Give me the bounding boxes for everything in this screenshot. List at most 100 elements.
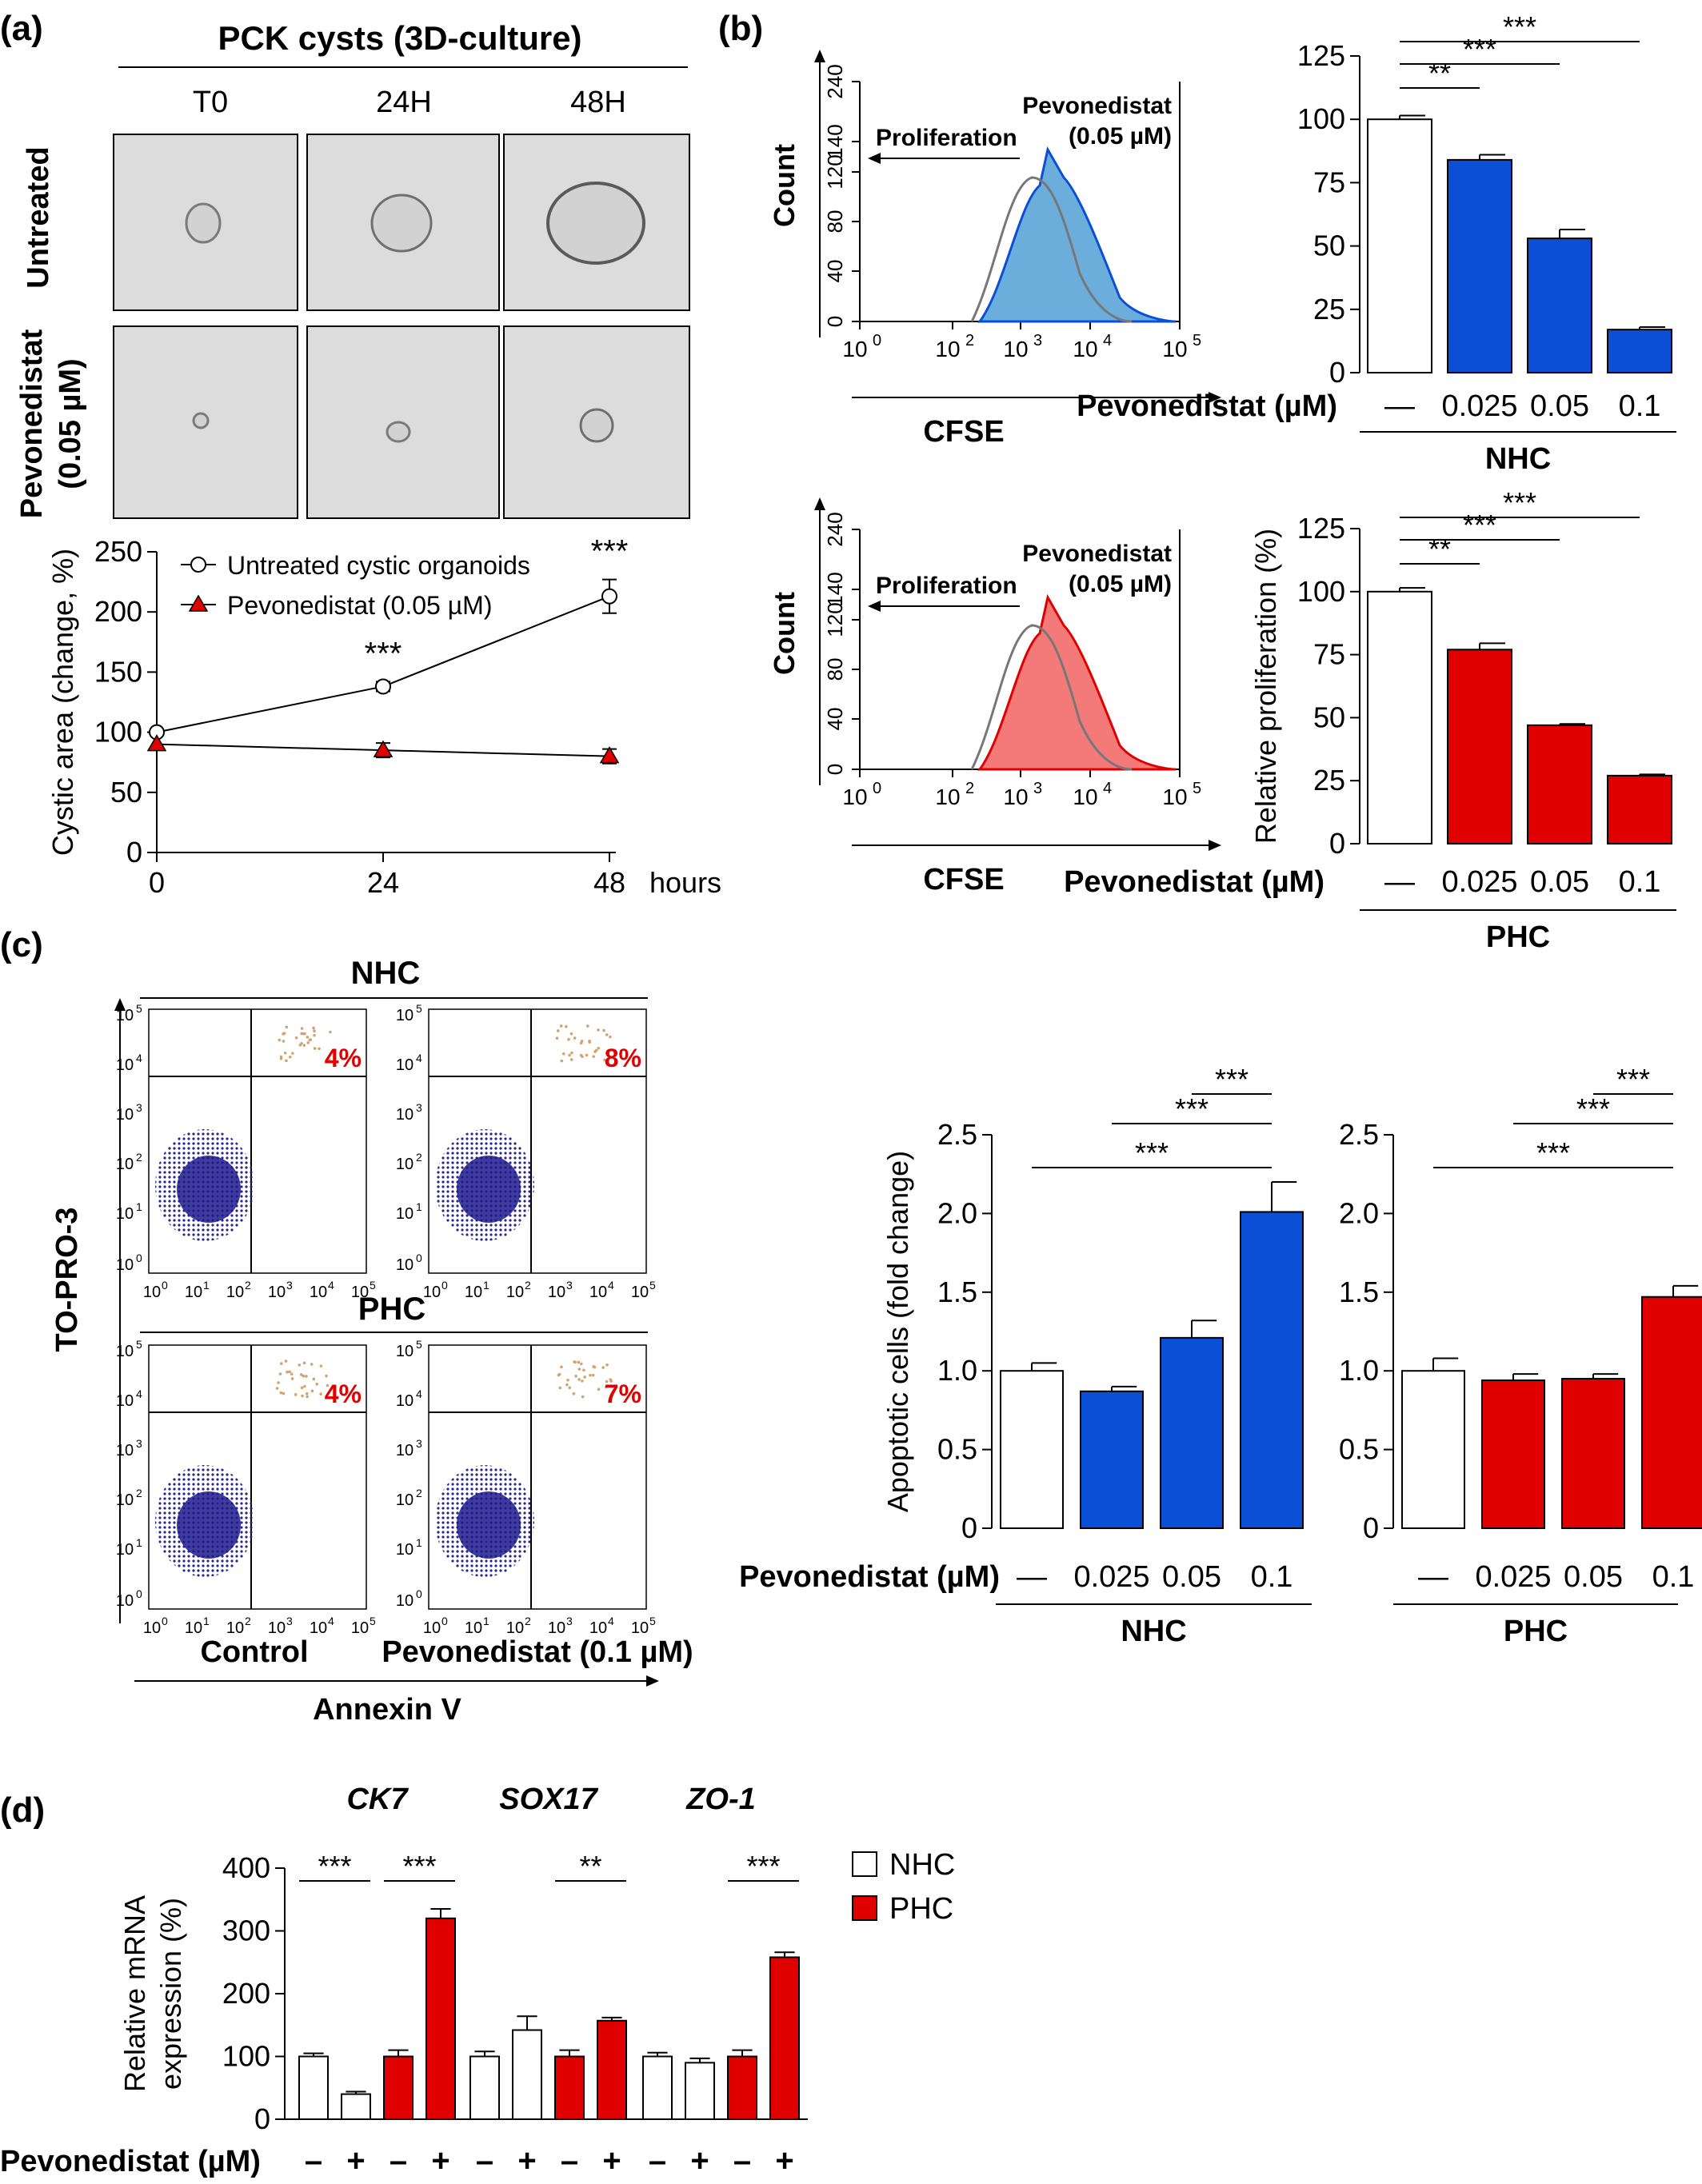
apoptotic-dot: [582, 1368, 585, 1372]
y-tick-label: 0: [823, 764, 847, 775]
y-tick-label: 75: [1313, 638, 1345, 671]
y-tick-exponent: 2: [416, 1487, 422, 1499]
apoptotic-dot: [303, 1384, 306, 1388]
bar: [1080, 1390, 1144, 1530]
bar: [298, 2055, 329, 2120]
y-tick-label: 25: [1313, 764, 1345, 797]
y-tick-label: 10: [116, 1442, 134, 1459]
bar: [1160, 1336, 1224, 1529]
x-tick-exponent: 0: [441, 1279, 448, 1292]
y-axis-label: Apoptotic cells (fold change): [881, 1151, 914, 1512]
y-tick-label: 1.0: [937, 1354, 977, 1387]
treatment-label: +: [690, 2143, 709, 2178]
y-tick-exponent: 2: [136, 1151, 142, 1164]
y-tick-label: 10: [396, 1442, 414, 1459]
x-tick-label: 10: [351, 1619, 369, 1637]
bar: [554, 2055, 585, 2120]
flow-ylabel: TO-PRO-3: [50, 1208, 84, 1352]
y-tick-label: 120: [823, 602, 847, 637]
flow-y-arrowhead: [114, 998, 126, 1011]
mrna-bar-chart: 0 100 200 300 400 Relative mRNA expression (%)…: [0, 1783, 955, 2178]
apoptotic-dot: [556, 1029, 560, 1032]
apoptotic-dot: [325, 1374, 328, 1378]
x-tick-label: 10: [465, 1619, 482, 1637]
x-tick-label: 24: [367, 866, 399, 899]
data-point: [601, 588, 617, 605]
histogram-drug-label: Pevonedistat: [1022, 541, 1172, 567]
legend-label: NHC: [889, 1848, 955, 1882]
flow-group-phc: PHC: [358, 1292, 426, 1327]
apoptotic-dot: [294, 1393, 298, 1396]
y-tick-label: 10: [396, 1592, 414, 1610]
y-tick-label: 100: [94, 716, 142, 749]
x-tick-label: 10: [548, 1284, 565, 1301]
apoptotic-dot: [570, 1051, 573, 1055]
treatment-label: +: [517, 2143, 536, 2178]
y-tick-exponent: 3: [416, 1101, 422, 1114]
x-tick-exponent: 2: [525, 1615, 531, 1627]
x-tick-exponent: 2: [245, 1279, 251, 1292]
x-tick-label: 10: [631, 1619, 649, 1637]
y-tick-label: 10: [116, 1491, 134, 1509]
category-label: —: [1384, 389, 1415, 423]
flow-plot-frame: [428, 1344, 647, 1610]
x-tick-label: 10: [589, 1619, 607, 1637]
y-tick-exponent: 5: [416, 1338, 422, 1351]
x-tick-exponent: 5: [1193, 780, 1201, 797]
x-tick-exponent: 1: [483, 1279, 489, 1292]
treatment-label: +: [346, 2143, 365, 2178]
apoptotic-dot: [291, 1052, 294, 1055]
cystic-area-line-chart: 0 50 100 150 200 250 0 24 48 hours Cystic area (ch…: [46, 534, 721, 899]
y-tick-label: 10: [116, 1106, 134, 1124]
y-tick-label: 1.5: [937, 1276, 977, 1308]
x-tick-exponent: 5: [370, 1279, 376, 1292]
y-tick-exponent: 5: [416, 1002, 422, 1015]
y-tick-exponent: 0: [136, 1587, 142, 1600]
bar: [1447, 158, 1512, 373]
y-tick-exponent: 5: [136, 1338, 142, 1351]
data-point: [375, 678, 391, 695]
live-cell-core: [457, 1156, 521, 1223]
y-tick-exponent: 0: [416, 1252, 422, 1264]
x-tick-label: 10: [935, 785, 960, 809]
apoptotic-dot: [573, 1360, 577, 1364]
bar: [512, 2029, 542, 2121]
apoptotic-dot: [298, 1043, 302, 1047]
significance-label: ***: [1135, 1136, 1169, 1169]
y-tick-exponent: 3: [136, 1101, 142, 1114]
y-tick-exponent: 4: [416, 1387, 422, 1400]
x-tick-exponent: 3: [286, 1615, 293, 1627]
bar: [1607, 774, 1672, 844]
apoptotic-dot: [280, 1362, 283, 1365]
apoptotic-dot: [319, 1392, 322, 1395]
x-tick-exponent: 4: [328, 1615, 334, 1627]
cyst-untreated-48h: [546, 182, 645, 265]
group-label: NHC: [1121, 1615, 1186, 1648]
y-tick-exponent: 3: [416, 1437, 422, 1450]
x-tick-exponent: 3: [566, 1279, 573, 1292]
significance-label: ***: [1503, 486, 1536, 519]
legend-label: Untreated cystic organoids: [227, 551, 530, 580]
treatment-label: –: [390, 2143, 407, 2178]
significance-label: ***: [1536, 1136, 1570, 1169]
apoptotic-dot: [559, 1024, 563, 1028]
histogram-ylabel: Count: [768, 592, 801, 675]
treatment-label: –: [733, 2143, 751, 2178]
significance-label: **: [579, 1850, 601, 1883]
x-tick-exponent: 3: [1033, 780, 1042, 797]
apoptotic-dot: [309, 1038, 313, 1041]
apoptotic-dot: [609, 1378, 612, 1381]
y-tick-label: 100: [1297, 102, 1345, 135]
x-tick-exponent: 3: [286, 1279, 293, 1292]
apoptotic-dot: [597, 1387, 601, 1391]
y-tick-exponent: 5: [136, 1002, 142, 1015]
y-tick-label: 10: [116, 1541, 134, 1559]
apoptotic-dot: [605, 1033, 609, 1036]
apoptotic-dot: [609, 1035, 612, 1039]
y-tick-exponent: 4: [416, 1052, 422, 1064]
x-tick-label: 10: [185, 1619, 202, 1637]
apoptotic-percent: 7%: [605, 1379, 641, 1408]
apoptotic-dot: [593, 1365, 597, 1369]
apoptotic-dot: [567, 1037, 570, 1041]
